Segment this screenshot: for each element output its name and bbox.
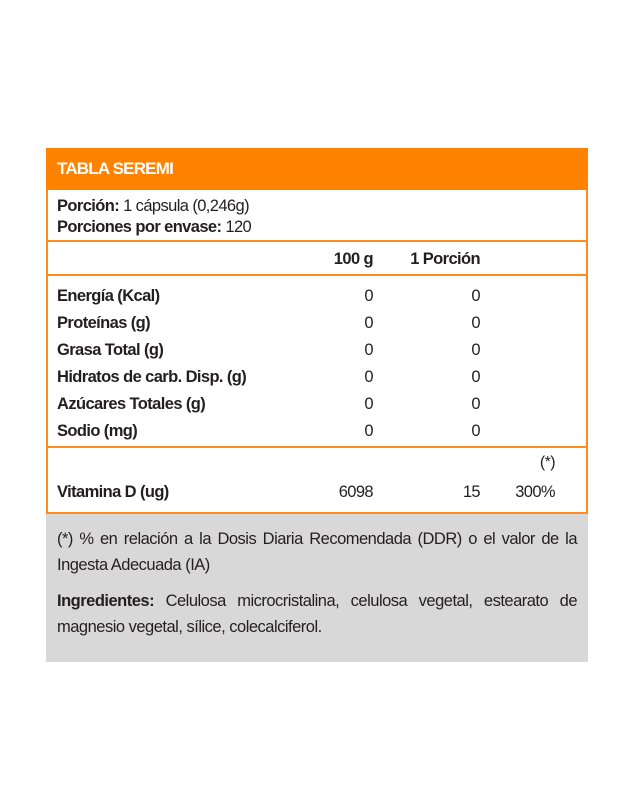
nutrient-name: Vitamina D (ug) [57,483,169,501]
footnote: (*) % en relación a la Dosis Diaria Reco… [57,530,578,574]
portion-value: 1 cápsula (0,246g) [123,197,249,215]
portion-label: Porción: [57,197,120,215]
value-portion: 0 [471,341,480,359]
value-100g: 0 [364,341,373,359]
col-100g: 100 g [333,250,374,268]
nutrients: Energía (Kcal) 0 0 Proteínas (g) 0 0 Grasa Tot… [48,276,586,448]
nutrient-name: Grasa Total (g) [57,341,164,359]
table-row: Sodio (mg) 0 0 [57,418,586,445]
value-portion: 0 [471,422,480,440]
nutrient-name: Sodio (mg) [57,422,138,440]
column-headers: 100 g 1 Porción [48,242,586,276]
col-portion: 1 Porción [410,250,480,268]
value-100g: 0 [364,395,373,413]
ingredients-label: Ingredientes: [57,592,155,610]
value-portion: 0 [471,368,480,386]
value-100g: 0 [364,314,373,332]
table-row: Grasa Total (g) 0 0 [57,337,586,364]
table-row: Hidratos de carb. Disp. (g) 0 0 [57,364,586,391]
portion-info: Porción: 1 cápsula (0,246g) Porciones po… [48,190,586,242]
value-pct: 300% [515,483,555,501]
notes: (*) % en relación a la Dosis Diaria Reco… [46,514,588,662]
nutrient-name: Energía (Kcal) [57,287,160,305]
vitamin-section: (*) Vitamina D (ug) 6098 15 300% [48,448,586,512]
value-portion: 0 [471,314,480,332]
table-row: Energía (Kcal) 0 0 [57,283,586,310]
nutrient-name: Azúcares Totales (g) [57,395,206,413]
value-100g: 0 [364,422,373,440]
nutrient-name: Hidratos de carb. Disp. (g) [57,368,247,386]
ingredients: Ingredientes: Celulosa microcristalina, … [57,588,578,640]
table-title: TABLA SEREMI [46,148,588,190]
value-portion: 0 [471,287,480,305]
nutrition-table: TABLA SEREMI Porción: 1 cápsula (0,246g)… [46,148,588,662]
servings-value: 120 [225,218,252,236]
ingredients-value: Celulosa microcristalina, celulosa veget… [57,592,578,636]
nutrient-name: Proteínas (g) [57,314,151,332]
value-100g: 0 [364,368,373,386]
table-row: Vitamina D (ug) 6098 15 300% [57,479,586,506]
value-portion: 15 [462,483,481,501]
table-row: Azúcares Totales (g) 0 0 [57,391,586,418]
value-100g: 6098 [338,483,374,501]
value-100g: 0 [364,287,373,305]
table-row: Proteínas (g) 0 0 [57,310,586,337]
servings-label: Porciones por envase: [57,218,222,236]
vitamin-marker: (*) [539,454,556,471]
value-portion: 0 [471,395,480,413]
